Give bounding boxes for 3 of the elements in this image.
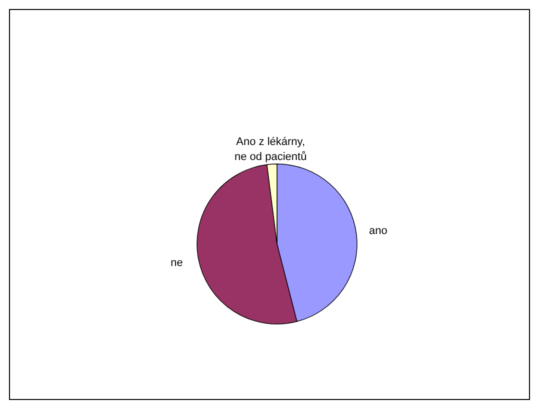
slice-label: Ano z lékárny, ne od pacientů	[234, 136, 307, 164]
slice-label: ne	[170, 257, 183, 270]
slice-label: ano	[369, 225, 388, 238]
